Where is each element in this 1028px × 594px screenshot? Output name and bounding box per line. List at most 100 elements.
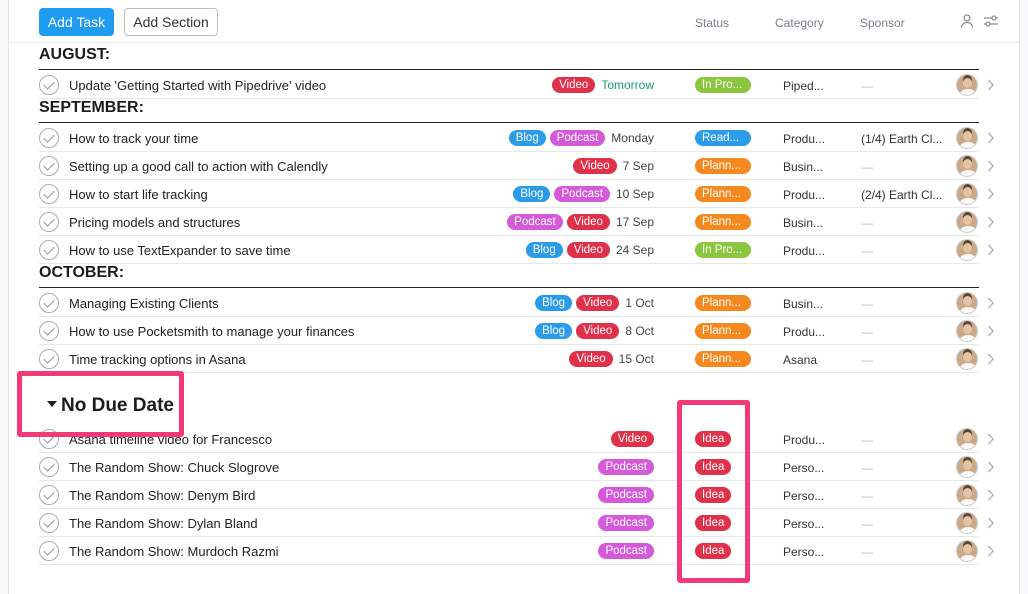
column-header-sponsor[interactable]: Sponsor [860, 16, 905, 30]
tag-podcast[interactable]: Podcast [598, 515, 654, 531]
avatar[interactable] [956, 348, 978, 370]
sponsor-value[interactable]: — [861, 545, 873, 559]
tag-podcast[interactable]: Podcast [554, 186, 610, 202]
category-value[interactable]: Perso... [783, 545, 825, 559]
chevron-right-icon[interactable] [987, 516, 995, 530]
task-name[interactable]: How to track your time [69, 131, 199, 146]
sponsor-value[interactable]: — [861, 489, 873, 503]
task-name[interactable]: How to use Pocketsmith to manage your fi… [69, 324, 355, 339]
section-header[interactable]: SEPTEMBER: [39, 99, 979, 123]
status-badge[interactable]: Plann... [695, 158, 751, 174]
tag-blog[interactable]: Blog [535, 323, 573, 339]
checkmark-circle-icon[interactable] [39, 240, 59, 260]
no-due-date-section-header[interactable]: No Due Date [47, 395, 174, 417]
status-badge[interactable]: Plann... [695, 351, 751, 367]
category-value[interactable]: Asana [783, 353, 818, 367]
checkmark-circle-icon[interactable] [39, 485, 59, 505]
status-badge[interactable]: In Pro... [695, 242, 751, 258]
task-row[interactable]: The Random Show: Denym Bird Podcast Idea Pe… [39, 481, 994, 509]
tag-video[interactable]: Video [576, 295, 620, 311]
task-row[interactable]: How to use TextExpander to save time Blog… [39, 236, 994, 264]
task-row[interactable]: Setting up a good call to action with Ca… [39, 152, 994, 180]
chevron-right-icon[interactable] [987, 187, 995, 201]
add-task-button[interactable]: Add Task [39, 8, 114, 36]
category-value[interactable]: Busin... [783, 160, 824, 174]
tag-podcast[interactable]: Podcast [598, 459, 654, 475]
tag-blog[interactable]: Blog [525, 242, 563, 258]
task-name[interactable]: Pricing models and structures [69, 215, 241, 230]
task-name[interactable]: Time tracking options in Asana [69, 352, 246, 367]
category-value[interactable]: Produ... [783, 132, 826, 146]
task-row[interactable]: The Random Show: Chuck Slogrove Podcast Id… [39, 453, 994, 481]
avatar[interactable] [956, 484, 978, 506]
tag-blog[interactable]: Blog [508, 130, 546, 146]
chevron-right-icon[interactable] [987, 296, 995, 310]
caret-down-icon[interactable] [47, 400, 57, 407]
status-badge[interactable]: Plann... [695, 214, 751, 230]
chevron-right-icon[interactable] [987, 488, 995, 502]
task-row[interactable]: Managing Existing Clients Blog Video 1 Oct P… [39, 289, 994, 317]
chevron-right-icon[interactable] [987, 131, 995, 145]
task-name[interactable]: The Random Show: Denym Bird [69, 488, 256, 503]
status-badge[interactable]: In Pro... [695, 77, 751, 93]
checkmark-circle-icon[interactable] [39, 156, 59, 176]
task-row[interactable]: Time tracking options in Asana Video 15 Oc… [39, 345, 994, 373]
sponsor-value[interactable]: — [861, 325, 873, 339]
avatar[interactable] [956, 127, 978, 149]
category-value[interactable]: Produ... [783, 244, 826, 258]
task-name[interactable]: The Random Show: Murdoch Razmi [69, 544, 279, 559]
chevron-right-icon[interactable] [987, 159, 995, 173]
status-badge[interactable]: Idea [695, 487, 732, 503]
category-value[interactable]: Perso... [783, 461, 825, 475]
checkmark-circle-icon[interactable] [39, 293, 59, 313]
category-value[interactable]: Piped... [783, 79, 824, 93]
tag-video[interactable]: Video [576, 323, 620, 339]
chevron-right-icon[interactable] [987, 324, 995, 338]
checkmark-circle-icon[interactable] [39, 457, 59, 477]
tag-blog[interactable]: Blog [513, 186, 551, 202]
sponsor-value[interactable]: — [861, 433, 873, 447]
sponsor-value[interactable]: — [861, 216, 873, 230]
checkmark-circle-icon[interactable] [39, 429, 59, 449]
status-badge[interactable]: Read... [695, 130, 751, 146]
task-name[interactable]: The Random Show: Chuck Slogrove [69, 460, 280, 475]
checkmark-circle-icon[interactable] [39, 212, 59, 232]
checkmark-circle-icon[interactable] [39, 513, 59, 533]
checkmark-circle-icon[interactable] [39, 128, 59, 148]
chevron-right-icon[interactable] [987, 215, 995, 229]
task-row[interactable]: Update 'Getting Started with Pipedrive' … [39, 71, 994, 99]
column-header-category[interactable]: Category [775, 16, 824, 30]
category-value[interactable]: Produ... [783, 325, 826, 339]
sponsor-value[interactable]: (1/4) Earth Cl... [861, 132, 943, 146]
sponsor-value[interactable]: — [861, 517, 873, 531]
category-value[interactable]: Produ... [783, 188, 826, 202]
column-header-status[interactable]: Status [695, 16, 730, 30]
sliders-icon[interactable] [983, 13, 999, 29]
checkmark-circle-icon[interactable] [39, 321, 59, 341]
person-icon[interactable] [959, 13, 975, 29]
section-header[interactable]: AUGUST: [39, 46, 979, 70]
section-header[interactable]: OCTOBER: [39, 264, 979, 288]
task-row[interactable]: The Random Show: Dylan Bland Podcast Idea P… [39, 509, 994, 537]
sponsor-value[interactable]: (2/4) Earth Cl... [861, 188, 943, 202]
chevron-right-icon[interactable] [987, 432, 995, 446]
chevron-right-icon[interactable] [987, 78, 995, 92]
tag-video[interactable]: Video [566, 242, 610, 258]
avatar[interactable] [956, 512, 978, 534]
avatar[interactable] [956, 292, 978, 314]
avatar[interactable] [956, 428, 978, 450]
task-name[interactable]: Managing Existing Clients [69, 296, 219, 311]
task-row[interactable]: How to use Pocketsmith to manage your fi… [39, 317, 994, 345]
tag-podcast[interactable]: Podcast [598, 487, 654, 503]
chevron-right-icon[interactable] [987, 460, 995, 474]
chevron-right-icon[interactable] [987, 352, 995, 366]
task-name[interactable]: Update 'Getting Started with Pipedrive' … [69, 78, 327, 93]
checkmark-circle-icon[interactable] [39, 184, 59, 204]
tag-video[interactable]: Video [552, 77, 596, 93]
status-badge[interactable]: Idea [695, 459, 732, 475]
task-row[interactable]: The Random Show: Murdoch Razmi Podcast Ide… [39, 537, 994, 565]
task-row[interactable]: Pricing models and structures Podcast Vide… [39, 208, 994, 236]
task-name[interactable]: Setting up a good call to action with Ca… [69, 159, 328, 174]
status-badge[interactable]: Idea [695, 431, 732, 447]
tag-podcast[interactable]: Podcast [598, 543, 654, 559]
